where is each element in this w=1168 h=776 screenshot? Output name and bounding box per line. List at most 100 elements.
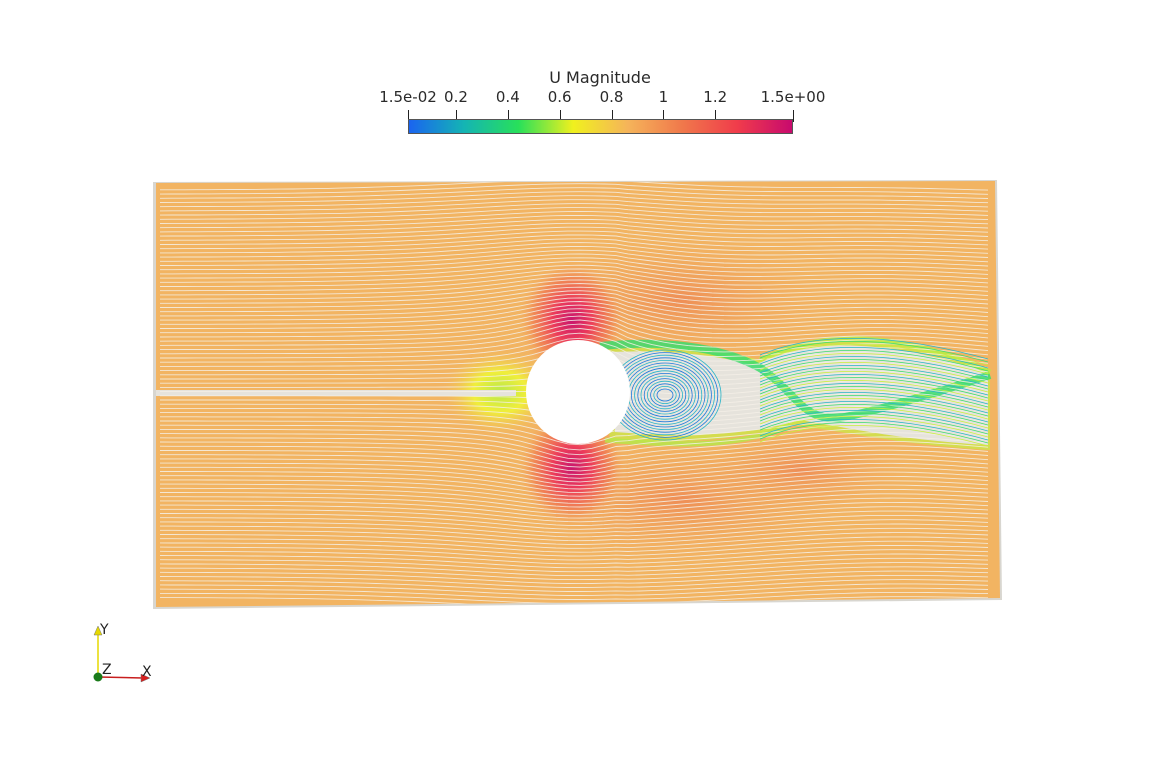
streamline xyxy=(160,304,989,330)
scalar-bar-tick-label: 0.8 xyxy=(599,88,624,106)
streamline xyxy=(160,514,989,534)
streamline xyxy=(160,293,989,318)
scalar-bar-legend[interactable]: U Magnitude 1.5e-02 0.2 0.4 0.6 0.8 1 1.2 1.5e+… xyxy=(370,66,830,141)
streamline xyxy=(160,242,989,258)
streamline xyxy=(159,183,989,195)
streamline xyxy=(160,445,989,476)
streamline xyxy=(159,203,989,216)
streamline xyxy=(159,222,989,237)
wake-streamline xyxy=(759,338,989,360)
streamline xyxy=(160,238,989,254)
streamline xyxy=(160,532,989,549)
wake-vortex-line xyxy=(647,380,684,410)
wake-streamline xyxy=(759,413,989,435)
wake-vortex-line xyxy=(637,372,693,417)
wake-streamline xyxy=(759,395,989,417)
streamline xyxy=(160,493,989,515)
streamline xyxy=(159,432,989,464)
wake-vortex-line xyxy=(650,383,680,407)
streamline xyxy=(160,427,989,460)
wake-streamline xyxy=(759,350,989,372)
streamline xyxy=(159,570,989,585)
streamline xyxy=(160,301,989,326)
scalar-bar-tick xyxy=(715,110,717,122)
streamline xyxy=(159,440,989,472)
streamline xyxy=(160,414,989,446)
streamline xyxy=(160,257,989,275)
streamline xyxy=(160,249,989,267)
streamline xyxy=(159,436,989,468)
wake-streamline xyxy=(759,374,989,396)
scalar-bar-tick-label: 1.5e-02 xyxy=(379,88,437,106)
scalar-bar-gradient xyxy=(408,119,793,134)
streamline xyxy=(160,245,989,263)
streamline xyxy=(160,286,989,309)
streamline xyxy=(159,549,989,565)
streamline xyxy=(160,181,989,191)
streamline xyxy=(159,311,989,339)
wake-streamline xyxy=(759,398,989,420)
scalar-bar-tick-label: 1 xyxy=(658,88,669,106)
scalar-bar-tick xyxy=(611,110,613,122)
scalar-bar-tick-label: 1.2 xyxy=(703,88,728,106)
wake-streamline xyxy=(759,344,989,366)
streamline xyxy=(160,234,989,250)
streamline xyxy=(160,519,989,538)
scalar-bar-tick-label: 0.6 xyxy=(547,88,572,106)
wake-streamline xyxy=(759,404,989,426)
streamline xyxy=(160,462,989,490)
y-axis-label: Y xyxy=(100,622,109,638)
streamline xyxy=(160,527,989,545)
wake-streamline xyxy=(759,362,989,384)
streamline xyxy=(159,574,989,588)
wake-streamline xyxy=(759,380,989,402)
scalar-bar-tick xyxy=(793,110,794,122)
scalar-bar-tick-label: 0.4 xyxy=(495,88,520,106)
streamline xyxy=(160,423,989,456)
streamline xyxy=(159,187,989,199)
streamline xyxy=(159,315,989,344)
wake-streamline xyxy=(759,422,989,444)
wake-streamline xyxy=(759,383,989,405)
streamline xyxy=(159,540,989,557)
streamline xyxy=(159,199,989,212)
streamline xyxy=(160,332,989,362)
wake-vortex-line xyxy=(656,388,674,402)
streamline xyxy=(160,536,989,553)
streamline xyxy=(159,557,989,573)
wake-vortex-line xyxy=(631,367,700,423)
streamline xyxy=(160,290,989,313)
wake-streamline xyxy=(759,359,989,381)
streamline xyxy=(160,471,989,497)
streamline xyxy=(160,497,989,519)
streamline xyxy=(160,297,989,322)
streamline xyxy=(159,545,989,561)
wake-streamline xyxy=(759,368,989,390)
orientation-axes[interactable]: Y Z X xyxy=(80,620,170,690)
wake-streamlines xyxy=(608,338,989,447)
streamline xyxy=(159,562,989,577)
cylinder xyxy=(526,340,630,444)
wake-streamline xyxy=(759,407,989,429)
wake-streamline xyxy=(759,371,989,393)
wake-streamline xyxy=(759,416,989,438)
streamline xyxy=(159,566,989,581)
streamline xyxy=(160,268,989,288)
streamline xyxy=(159,207,989,221)
wake-streamline xyxy=(759,419,989,441)
streamline xyxy=(160,510,989,530)
x-axis-label: X xyxy=(142,664,152,680)
scalar-bar-tick-label: 1.5e+00 xyxy=(760,88,826,106)
scalar-bar-tick xyxy=(663,110,665,122)
wake-streamline xyxy=(759,410,989,432)
wake-streamline xyxy=(759,365,989,387)
streamline xyxy=(159,553,989,569)
scalar-bar-title: U Magnitude xyxy=(549,68,651,87)
streamline xyxy=(159,226,989,242)
scalar-bar-tick xyxy=(408,110,409,122)
streamline xyxy=(160,279,989,301)
streamline xyxy=(160,480,989,504)
wake-vortex-line xyxy=(643,378,687,412)
streamline xyxy=(160,596,989,607)
